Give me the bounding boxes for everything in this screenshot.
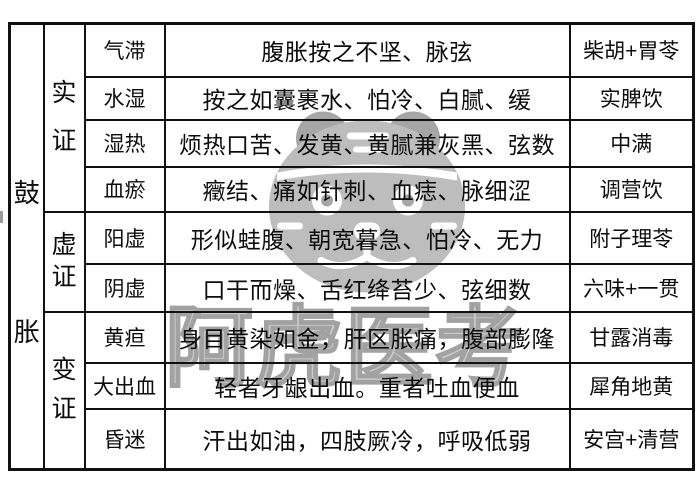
formula-cell: 犀角地黄 [568,361,695,410]
table-row: 昏迷 汗出如油，四肢厥冷，呼吸低弱 安宫+清营 [10,407,695,471]
symptoms-cell: 形似蛙腹、朝宽暮急、怕冷、无力 [163,210,571,265]
pattern-cell: 水湿 [83,75,166,121]
table-row: 湿热 烦热口苦、发黄、黄腻兼灰黑、弦数 中满 [10,118,695,168]
pattern-cell: 昏迷 [83,407,166,471]
symptoms-cell: 身目黄染如金，肝区胀痛，腹部膨隆 [163,310,571,364]
symptoms-cell: 口干而燥、舌红绛苔少、弦细数 [163,262,571,313]
table-row: 变 证 黄疸 身目黄染如金，肝区胀痛，腹部膨隆 甘露消毒 [10,310,695,471]
formula-cell: 六味+一贯 [568,262,695,313]
symptoms-cell: 腹胀按之不坚、脉弦 [163,22,571,78]
pattern-cell: 湿热 [83,118,166,168]
symptoms-cell: 癥结、痛如针刺、血痣、脉细涩 [163,165,571,213]
table-row: 血瘀 癥结、痛如针刺、血痣、脉细涩 调营饮 [10,165,695,213]
formula-cell: 甘露消毒 [568,310,695,364]
formula-cell: 调营饮 [568,165,695,213]
formula-cell: 安宫+清营 [568,407,695,471]
formula-cell: 附子理苓 [568,210,695,265]
disease-name-cell: 鼓 胀 [8,22,45,471]
symptoms-cell: 烦热口苦、发黄、黄腻兼灰黑、弦数 [163,118,571,168]
formula-cell: 实脾饮 [568,75,695,121]
group-char: 虚 [51,231,77,259]
table-row: 水湿 按之如囊裹水、怕冷、白腻、缓 实脾饮 [10,75,695,121]
scan-artifact [0,211,3,223]
symptoms-cell: 按之如囊裹水、怕冷、白腻、缓 [163,75,571,121]
pattern-cell: 气滞 [83,22,166,78]
disease-char: 鼓 [13,177,40,208]
group-cell-bianzheng: 变 证 [42,310,86,471]
pattern-cell: 阴虚 [83,262,166,313]
formula-cell: 中满 [568,118,695,168]
symptoms-cell: 轻者牙龈出血。重者吐血便血 [163,361,571,410]
table-row: 阴虚 口干而燥、舌红绛苔少、弦细数 六味+一贯 [10,262,695,313]
group-char: 变 [51,355,77,384]
formula-cell: 柴胡+胃苓 [568,22,695,78]
group-char: 证 [51,126,77,155]
group-cell-xuzheng: 虚 证 [42,210,86,313]
table-row: 大出血 轻者牙龈出血。重者吐血便血 犀角地黄 [10,361,695,410]
table-row: 鼓 胀 实 证 气滞 腹胀按之不坚、脉弦 柴胡+胃苓 [8,22,695,471]
syndrome-table: 鼓 胀 实 证 气滞 腹胀按之不坚、脉弦 柴胡+胃苓 水湿 按之如囊裹水、怕冷、… [8,22,695,471]
pattern-cell: 阳虚 [83,210,166,265]
symptoms-cell: 汗出如油，四肢厥冷，呼吸低弱 [163,407,571,471]
pattern-cell: 大出血 [83,361,166,410]
group-char: 证 [51,395,77,424]
group-cell-shizheng: 实 证 [42,22,86,213]
group-char: 实 [51,79,77,108]
disease-char: 胀 [13,316,40,347]
pattern-cell: 黄疸 [83,310,166,364]
pattern-cell: 血瘀 [83,165,166,213]
table-row: 虚 证 阳虚 形似蛙腹、朝宽暮急、怕冷、无力 附子理苓 [10,210,695,313]
group-char: 证 [51,262,77,291]
